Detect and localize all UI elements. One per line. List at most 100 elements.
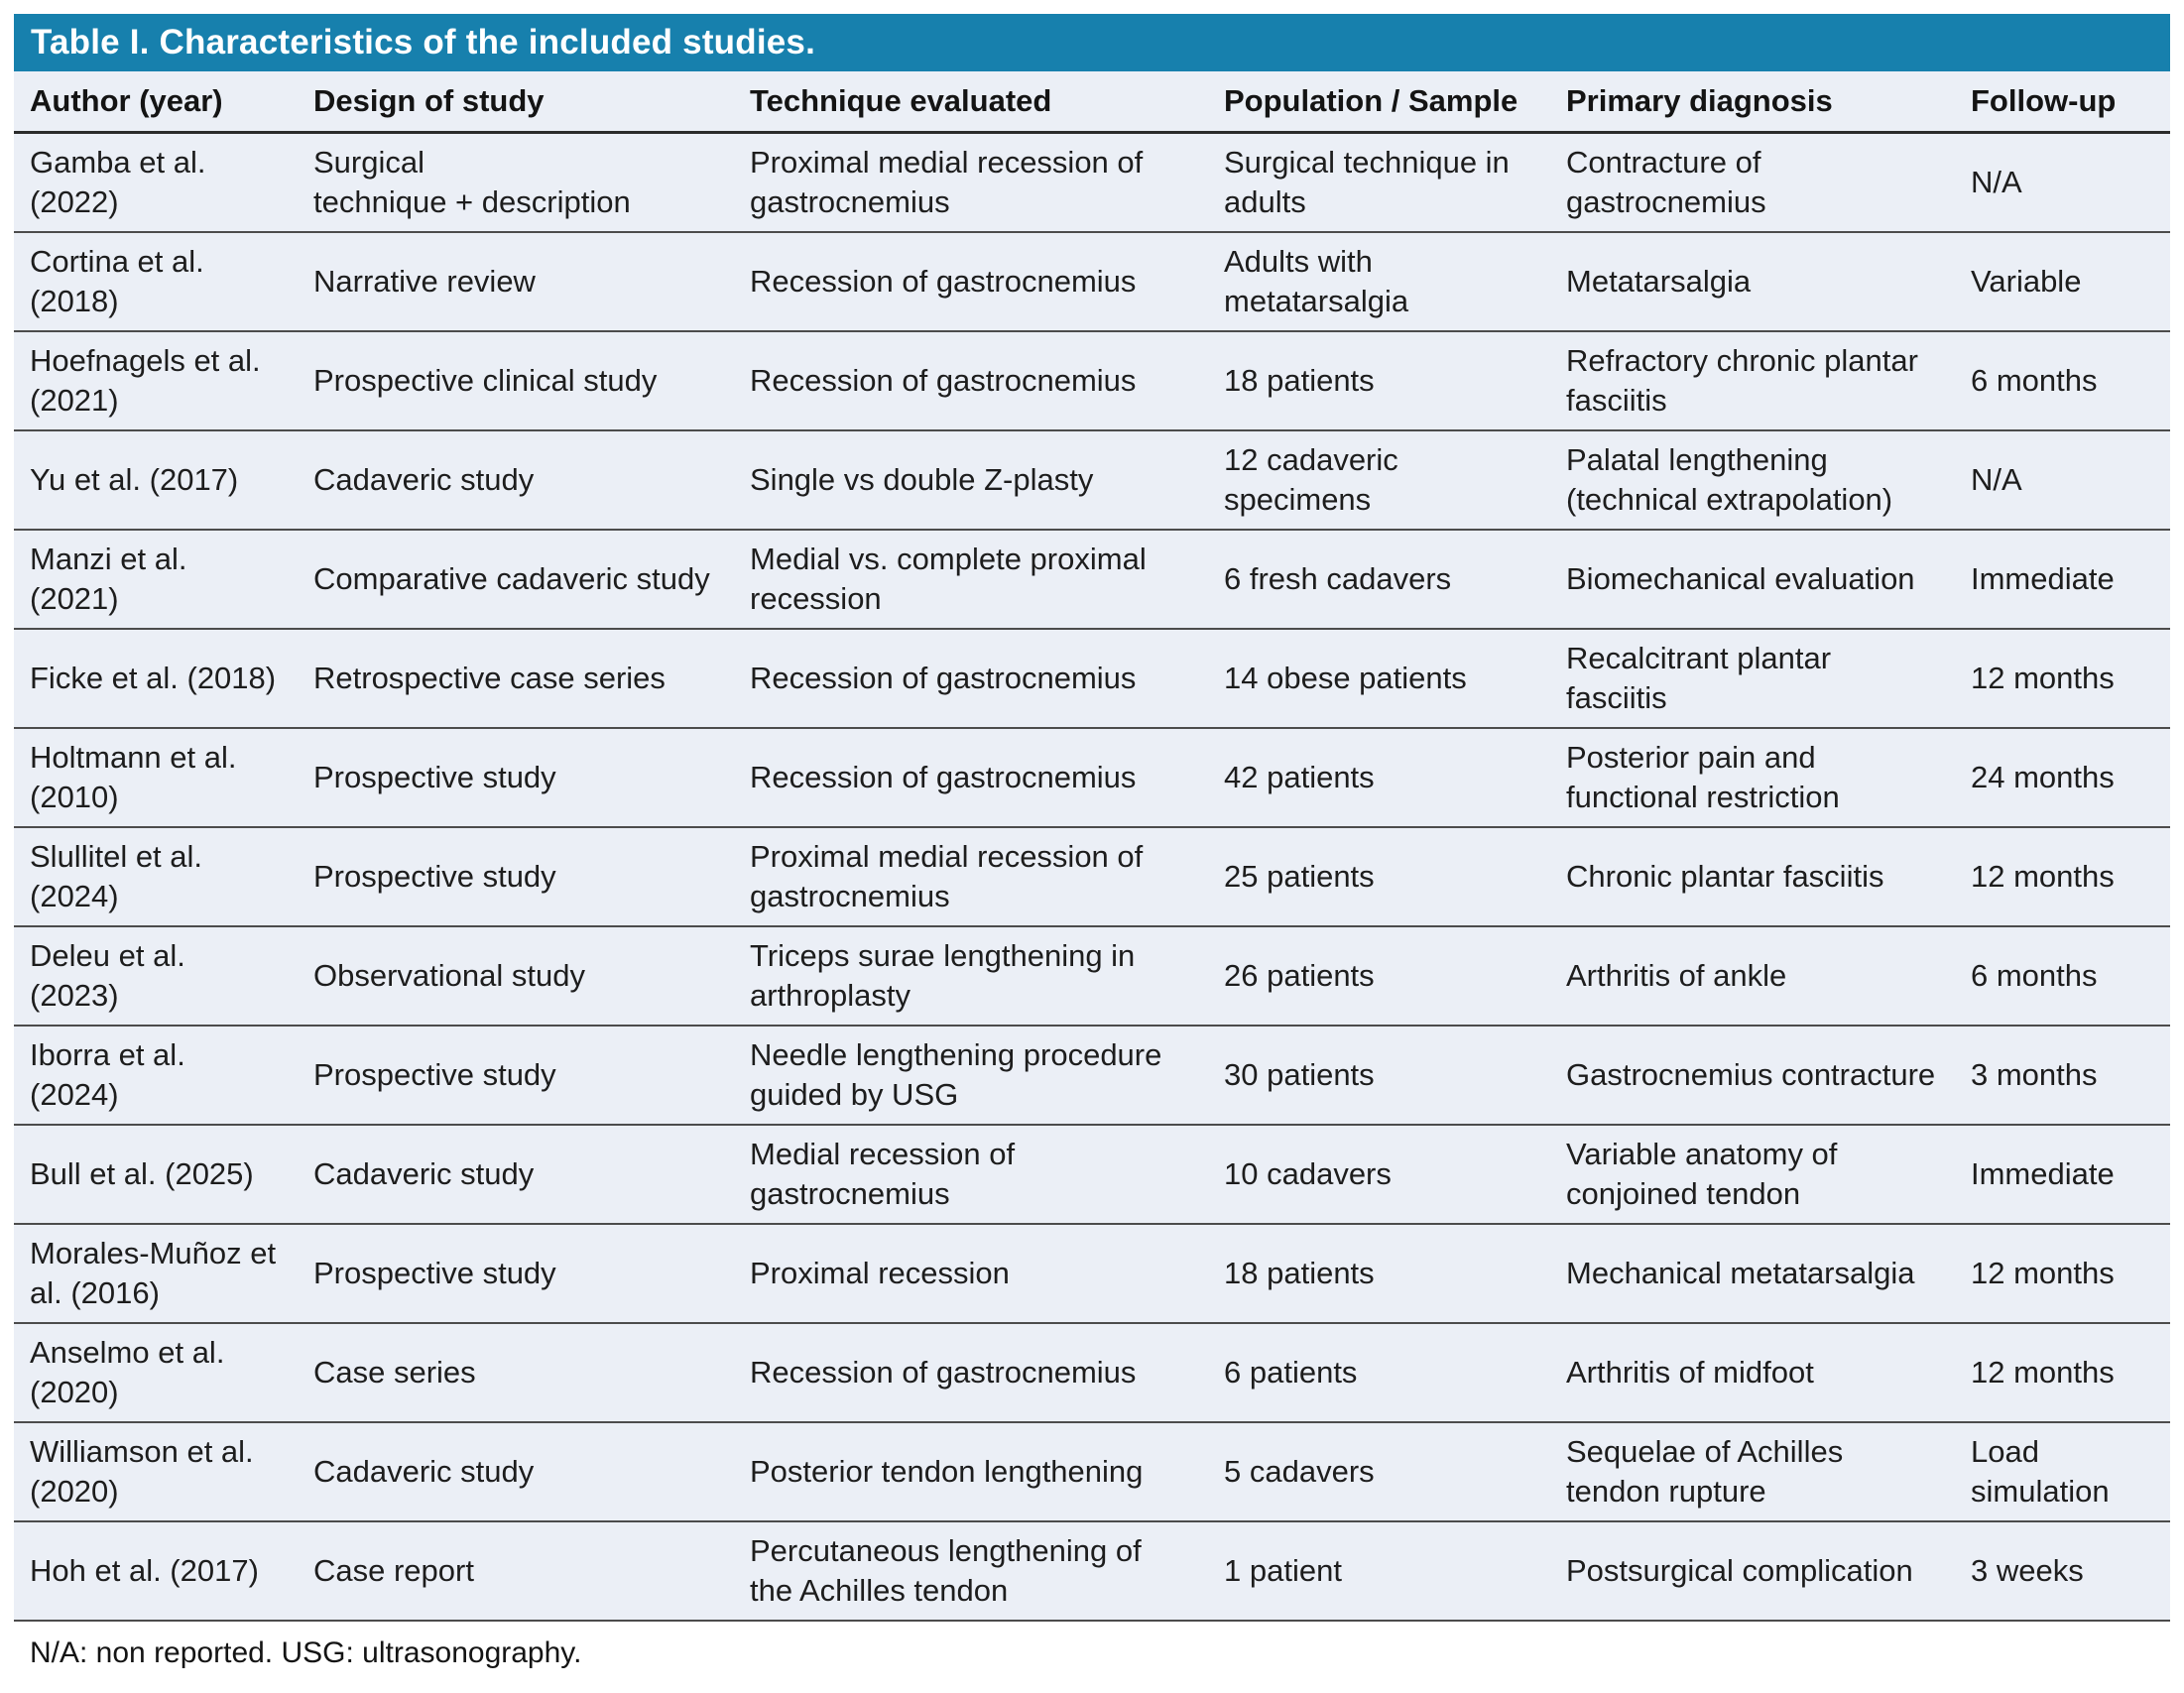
cell-follow-up: 12 months — [1955, 628, 2170, 729]
cell-population-sample: 14 obese patients — [1208, 628, 1550, 729]
cell-follow-up: Immediate — [1955, 529, 2170, 630]
table-footnote: N/A: non reported. USG: ultrasonography. — [30, 1635, 582, 1669]
cell-population-sample: Surgical technique in adults — [1208, 132, 1550, 233]
cell-follow-up: 3 months — [1955, 1025, 2170, 1126]
cell-population-sample: 5 cadavers — [1208, 1421, 1550, 1522]
cell-design-of-study: Prospective study — [298, 727, 734, 828]
cell-author-year: Hoefnagels et al. (2021) — [14, 330, 298, 431]
cell-technique-evaluated: Proximal recession — [734, 1223, 1208, 1324]
table-row: Slullitel et al. (2024) Prospective study… — [14, 826, 2170, 927]
cell-follow-up: 3 weeks — [1955, 1520, 2170, 1622]
cell-follow-up: 12 months — [1955, 1223, 2170, 1324]
cell-technique-evaluated: Percutaneous lengthening of the Achilles… — [734, 1520, 1208, 1622]
cell-follow-up: 6 months — [1955, 330, 2170, 431]
cell-primary-diagnosis: Mechanical metatarsalgia — [1550, 1223, 1955, 1324]
cell-technique-evaluated: Needle lengthening procedure guided by U… — [734, 1025, 1208, 1126]
cell-primary-diagnosis: Metatarsalgia — [1550, 231, 1955, 332]
cell-primary-diagnosis: Chronic plantar fasciitis — [1550, 826, 1955, 927]
cell-technique-evaluated: Proximal medial recession of gastrocnemi… — [734, 132, 1208, 233]
cell-author-year: Iborra et al. (2024) — [14, 1025, 298, 1126]
cell-population-sample: 42 patients — [1208, 727, 1550, 828]
cell-author-year: Anselmo et al. (2020) — [14, 1322, 298, 1423]
cell-technique-evaluated: Triceps surae lengthening in arthroplast… — [734, 925, 1208, 1027]
table-row: Anselmo et al. (2020) Case series Recessio… — [14, 1322, 2170, 1423]
cell-follow-up: 12 months — [1955, 826, 2170, 927]
cell-primary-diagnosis: Biomechanical evaluation — [1550, 529, 1955, 630]
table-row: Manzi et al. (2021) Comparative cadaveric… — [14, 529, 2170, 630]
cell-technique-evaluated: Recession of gastrocnemius — [734, 231, 1208, 332]
column-header-author-year: Author (year) — [14, 71, 298, 134]
cell-design-of-study: Cadaveric study — [298, 1421, 734, 1522]
cell-design-of-study: Prospective study — [298, 1025, 734, 1126]
cell-author-year: Williamson et al. (2020) — [14, 1421, 298, 1522]
cell-design-of-study: Prospective clinical study — [298, 330, 734, 431]
cell-design-of-study: Narrative review — [298, 231, 734, 332]
cell-primary-diagnosis: Gastrocnemius contracture — [1550, 1025, 1955, 1126]
table-row: Yu et al. (2017) Cadaveric study Single vs… — [14, 429, 2170, 531]
column-header-population-sample: Population / Sample — [1208, 71, 1550, 134]
cell-author-year: Bull et al. (2025) — [14, 1124, 298, 1225]
cell-primary-diagnosis: Arthritis of ankle — [1550, 925, 1955, 1027]
cell-follow-up: N/A — [1955, 132, 2170, 233]
table-row: Iborra et al. (2024) Prospective study Nee… — [14, 1025, 2170, 1126]
header-row: Author (year) Design of study Technique … — [14, 71, 2170, 134]
cell-technique-evaluated: Proximal medial recession of gastrocnemi… — [734, 826, 1208, 927]
cell-population-sample: 6 patients — [1208, 1322, 1550, 1423]
cell-design-of-study: Surgical technique + description — [298, 132, 734, 233]
cell-primary-diagnosis: Postsurgical complication — [1550, 1520, 1955, 1622]
cell-population-sample: 25 patients — [1208, 826, 1550, 927]
cell-technique-evaluated: Recession of gastrocnemius — [734, 727, 1208, 828]
cell-primary-diagnosis: Posterior pain and functional restrictio… — [1550, 727, 1955, 828]
cell-follow-up: Variable — [1955, 231, 2170, 332]
cell-population-sample: Adults with metatarsalgia — [1208, 231, 1550, 332]
cell-population-sample: 1 patient — [1208, 1520, 1550, 1622]
cell-technique-evaluated: Medial recession of gastrocnemius — [734, 1124, 1208, 1225]
cell-design-of-study: Cadaveric study — [298, 429, 734, 531]
cell-design-of-study: Comparative cadaveric study — [298, 529, 734, 630]
table-row: Williamson et al. (2020) Cadaveric study P… — [14, 1421, 2170, 1522]
cell-population-sample: 26 patients — [1208, 925, 1550, 1027]
column-header-technique-evaluated: Technique evaluated — [734, 71, 1208, 134]
column-header-primary-diagnosis: Primary diagnosis — [1550, 71, 1955, 134]
cell-population-sample: 18 patients — [1208, 1223, 1550, 1324]
cell-follow-up: 24 months — [1955, 727, 2170, 828]
table-header: Author (year) Design of study Technique … — [14, 71, 2170, 134]
cell-design-of-study: Case report — [298, 1520, 734, 1622]
table-row: Ficke et al. (2018) Retrospective case se… — [14, 628, 2170, 729]
cell-primary-diagnosis: Refractory chronic plantar fasciitis — [1550, 330, 1955, 431]
cell-primary-diagnosis: Variable anatomy of conjoined tendon — [1550, 1124, 1955, 1225]
cell-author-year: Yu et al. (2017) — [14, 429, 298, 531]
table-title-bar: Table I. Characteristics of the included… — [14, 14, 2170, 71]
table-row: Hoefnagels et al. (2021) Prospective clin… — [14, 330, 2170, 431]
cell-technique-evaluated: Recession of gastrocnemius — [734, 628, 1208, 729]
table-title: Table I. Characteristics of the included… — [31, 23, 816, 61]
table-row: Holtmann et al. (2010) Prospective study R… — [14, 727, 2170, 828]
cell-population-sample: 18 patients — [1208, 330, 1550, 431]
table-body: Gamba et al. (2022) Surgical technique + … — [14, 132, 2170, 1622]
cell-author-year: Gamba et al. (2022) — [14, 132, 298, 233]
cell-design-of-study: Cadaveric study — [298, 1124, 734, 1225]
cell-population-sample: 12 cadaveric specimens — [1208, 429, 1550, 531]
column-header-design-of-study: Design of study — [298, 71, 734, 134]
cell-primary-diagnosis: Contracture of gastrocnemius — [1550, 132, 1955, 233]
cell-author-year: Holtmann et al. (2010) — [14, 727, 298, 828]
cell-design-of-study: Prospective study — [298, 1223, 734, 1324]
cell-follow-up: 6 months — [1955, 925, 2170, 1027]
cell-primary-diagnosis: Sequelae of Achilles tendon rupture — [1550, 1421, 1955, 1522]
cell-population-sample: 30 patients — [1208, 1025, 1550, 1126]
cell-design-of-study: Retrospective case series — [298, 628, 734, 729]
cell-primary-diagnosis: Arthritis of midfoot — [1550, 1322, 1955, 1423]
cell-author-year: Ficke et al. (2018) — [14, 628, 298, 729]
cell-technique-evaluated: Single vs double Z-plasty — [734, 429, 1208, 531]
table-row: Morales-Muñoz et al. (2016) Prospective s… — [14, 1223, 2170, 1324]
cell-author-year: Cortina et al. (2018) — [14, 231, 298, 332]
cell-design-of-study: Case series — [298, 1322, 734, 1423]
cell-population-sample: 10 cadavers — [1208, 1124, 1550, 1225]
cell-author-year: Hoh et al. (2017) — [14, 1520, 298, 1622]
table-row: Gamba et al. (2022) Surgical technique + … — [14, 132, 2170, 233]
cell-population-sample: 6 fresh cadavers — [1208, 529, 1550, 630]
cell-follow-up: 12 months — [1955, 1322, 2170, 1423]
cell-author-year: Slullitel et al. (2024) — [14, 826, 298, 927]
cell-design-of-study: Observational study — [298, 925, 734, 1027]
